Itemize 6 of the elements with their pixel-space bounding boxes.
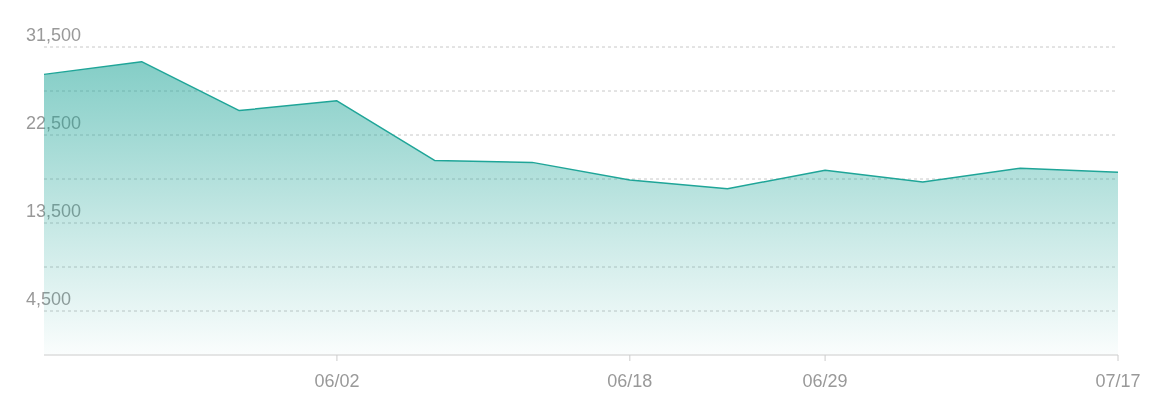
- x-tick-label: 06/29: [802, 371, 848, 391]
- x-tick-label: 06/18: [607, 371, 653, 391]
- y-tick-label: 4,500: [26, 289, 72, 309]
- x-tick-label: 06/02: [314, 371, 360, 391]
- y-tick-label: 31,500: [26, 25, 82, 45]
- x-tick-label: 07/17: [1095, 371, 1141, 391]
